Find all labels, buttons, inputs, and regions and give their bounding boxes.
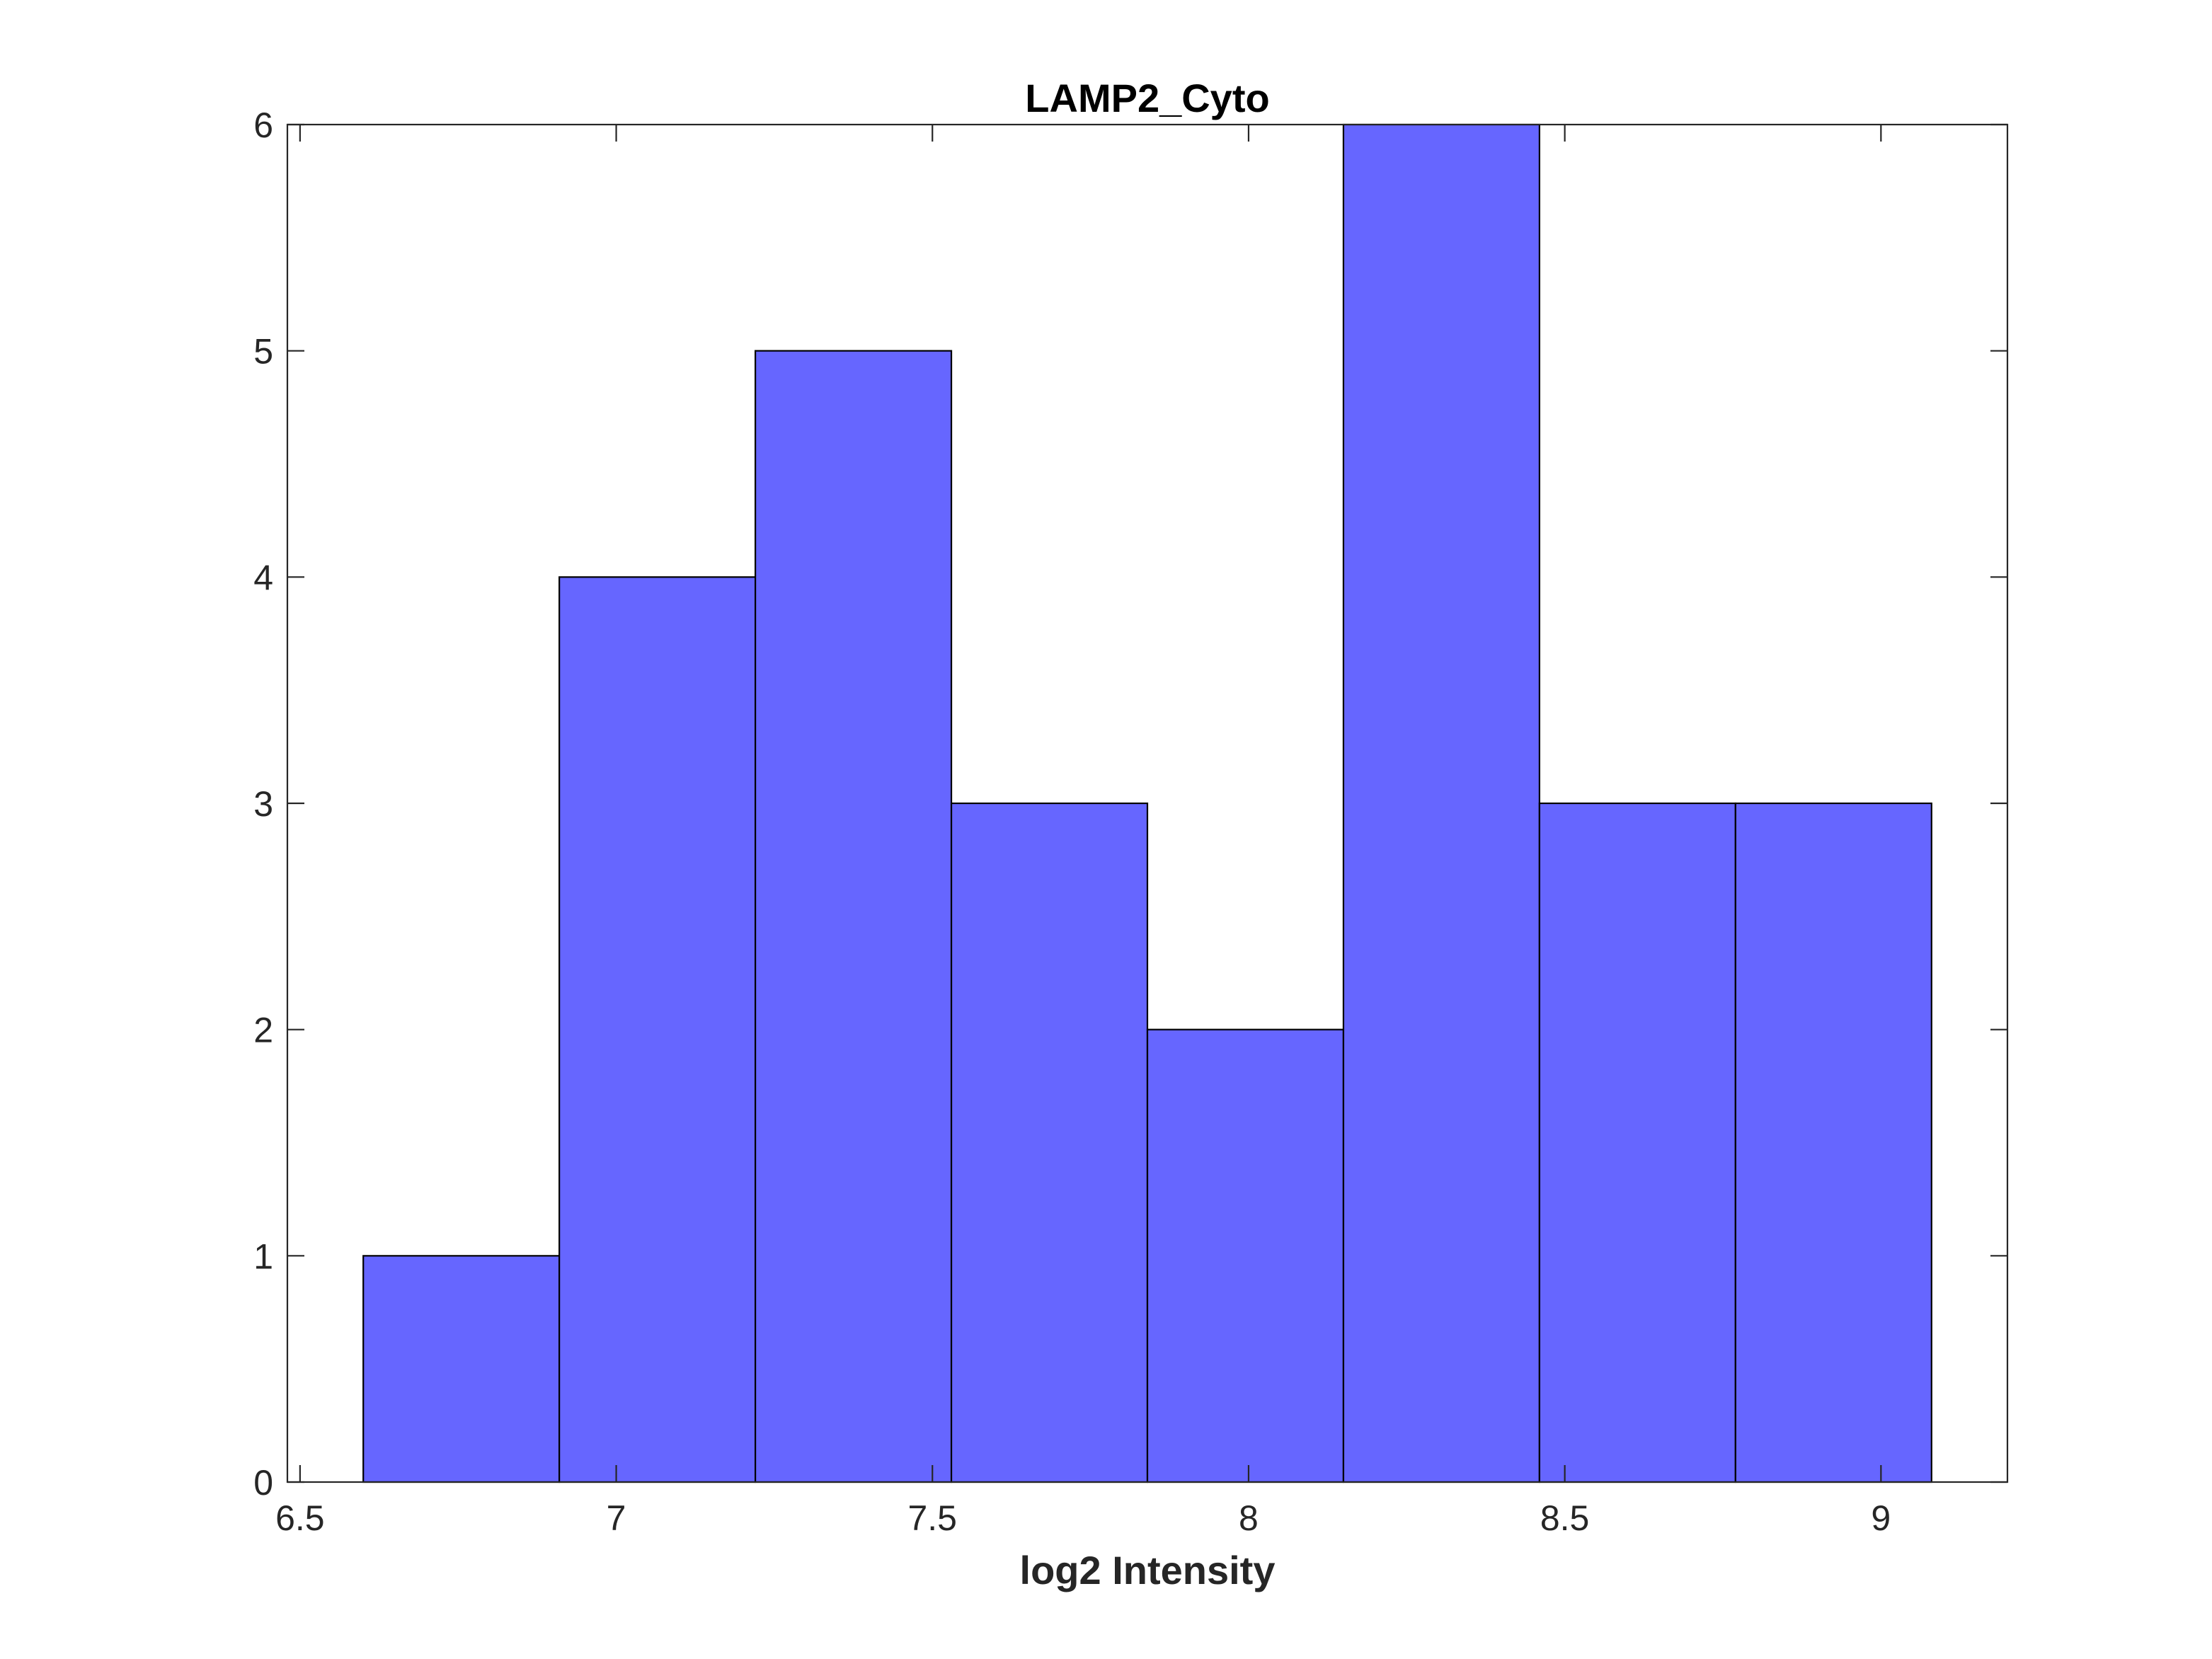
x-tick-label: 8.5 bbox=[1540, 1498, 1590, 1538]
histogram-bar bbox=[1342, 123, 1540, 1483]
y-tick-label: 2 bbox=[253, 1011, 273, 1050]
x-tick-label: 7.5 bbox=[907, 1498, 957, 1538]
histogram-bar bbox=[755, 350, 953, 1483]
x-tick-label: 9 bbox=[1871, 1498, 1891, 1538]
x-tick-labels: 6.5 7 7.5 8 8.5 9 bbox=[275, 1498, 1891, 1538]
histogram-bar bbox=[1734, 802, 1932, 1483]
y-tick-label: 1 bbox=[253, 1236, 273, 1276]
histogram-bar bbox=[1538, 802, 1736, 1483]
histogram-bars bbox=[362, 123, 1932, 1483]
chart-title: LAMP2_Cyto bbox=[1025, 76, 1269, 120]
axes-box bbox=[286, 123, 2009, 1483]
x-tick-label: 7 bbox=[607, 1498, 626, 1538]
y-tick-label: 4 bbox=[253, 558, 273, 597]
histogram-bar bbox=[362, 1255, 561, 1483]
y-tick-label: 6 bbox=[253, 105, 273, 145]
x-tick-label: 6.5 bbox=[275, 1498, 325, 1538]
y-tick-label: 3 bbox=[253, 784, 273, 824]
y-tick-label: 5 bbox=[253, 332, 273, 372]
y-tick-label: 0 bbox=[253, 1463, 273, 1503]
histogram-bar bbox=[1146, 1028, 1345, 1483]
histogram-bar bbox=[950, 802, 1149, 1483]
x-tick-label: 8 bbox=[1239, 1498, 1259, 1538]
x-axis-label: log2 Intensity bbox=[1020, 1548, 1276, 1592]
histogram-bar bbox=[558, 576, 757, 1483]
y-tick-labels: 0 1 2 3 4 5 6 bbox=[253, 105, 273, 1503]
